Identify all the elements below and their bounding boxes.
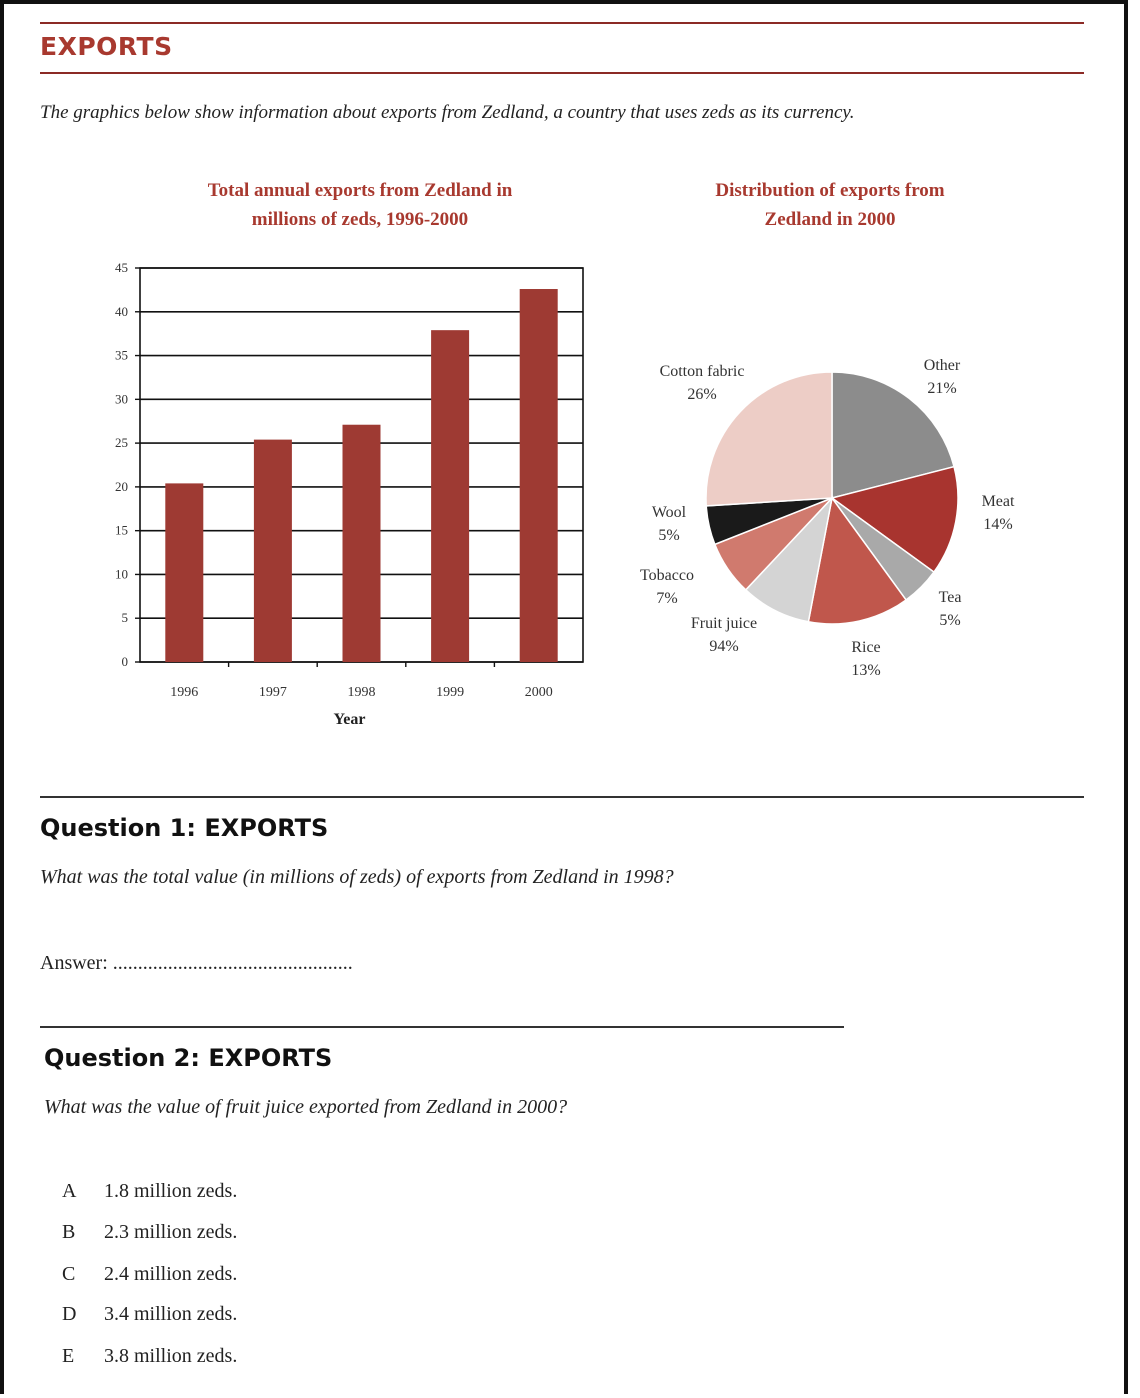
x-tick-label: 1996	[170, 685, 198, 700]
y-tick-label: 35	[115, 348, 128, 363]
q2-option-a[interactable]: A 1.8 million zeds.	[62, 1180, 237, 1203]
option-text: 2.4 million zeds.	[104, 1263, 238, 1285]
bar	[342, 424, 381, 662]
option-letter: C	[62, 1263, 76, 1285]
slice-percent-label: 13%	[851, 662, 880, 679]
option-text: 1.8 million zeds.	[104, 1180, 238, 1202]
bar	[519, 289, 558, 662]
slice-name-label: Wool	[652, 504, 687, 521]
slice-percent-label: 26%	[687, 386, 716, 403]
slice-name-label: Rice	[851, 639, 880, 656]
bar	[431, 330, 470, 662]
q1-rule	[40, 796, 1084, 798]
bar	[165, 483, 204, 662]
q2-rule	[40, 1026, 844, 1028]
q2-title: Question 2: EXPORTS	[44, 1044, 333, 1072]
intro-text: The graphics below show information abou…	[40, 102, 855, 123]
y-tick-label: 0	[122, 654, 129, 669]
q1-title: Question 1: EXPORTS	[40, 814, 329, 842]
y-tick-label: 5	[122, 610, 129, 625]
x-tick-label: 1999	[436, 685, 464, 700]
pie-slice	[705, 371, 833, 507]
option-text: 2.3 million zeds.	[104, 1221, 238, 1243]
y-tick-label: 20	[115, 479, 128, 494]
slice-name-label: Other	[924, 357, 961, 374]
y-tick-label: 10	[115, 566, 128, 581]
slice-name-label: Tea	[939, 589, 962, 606]
q2-option-e[interactable]: E 3.8 million zeds.	[62, 1345, 237, 1368]
option-letter: B	[62, 1221, 76, 1243]
option-text: 3.4 million zeds.	[104, 1303, 238, 1325]
q2-option-b[interactable]: B 2.3 million zeds.	[62, 1221, 237, 1244]
y-tick-label: 25	[115, 435, 128, 450]
slice-name-label: Cotton fabric	[660, 363, 745, 380]
slice-percent-label: 94%	[709, 638, 738, 655]
slice-percent-label: 5%	[939, 612, 960, 629]
pie-chart-title-line2: Zedland in 2000	[764, 209, 896, 230]
y-tick-label: 40	[115, 304, 128, 319]
bar-chart: 0 5 10 15 20 25 30 35 40 45 1996 1997 1998 1999 2000 Ye…	[115, 260, 584, 728]
slice-name-label: Fruit juice	[691, 615, 757, 632]
pie-chart-title-line1: Distribution of exports from	[715, 180, 945, 201]
option-letter: A	[62, 1180, 77, 1202]
pie-slice	[807, 496, 908, 625]
x-tick-label: 1998	[348, 685, 376, 700]
slice-name-label: Meat	[982, 493, 1015, 510]
y-tick-label: 15	[115, 523, 128, 538]
pie-chart: Other 21% Meat 14% Tea 5% Rice 13% Fruit juice 94…	[640, 357, 1015, 679]
slice-percent-label: 7%	[656, 590, 677, 607]
q2-text: What was the value of fruit juice export…	[44, 1096, 568, 1118]
header-rule-top	[40, 22, 1084, 24]
pie-chart-title: Distribution of exports from Zedland in …	[640, 176, 1020, 234]
q2-option-c[interactable]: C 2.4 million zeds.	[62, 1263, 237, 1286]
slice-name-label: Tobacco	[640, 567, 694, 584]
bar-chart-title-line1: Total annual exports from Zedland in	[207, 180, 513, 201]
y-tick-label: 45	[115, 260, 128, 275]
q1-text: What was the total value (in millions of…	[40, 866, 674, 888]
y-tick-label: 30	[115, 391, 128, 406]
slice-percent-label: 5%	[658, 527, 679, 544]
slice-percent-label: 14%	[983, 516, 1012, 533]
option-letter: D	[62, 1303, 77, 1325]
bar	[253, 439, 292, 662]
x-tick-label: 1997	[259, 685, 287, 700]
slice-percent-label: 21%	[927, 380, 956, 397]
pie-slice	[831, 371, 955, 499]
bar-chart-title: Total annual exports from Zedland in mil…	[150, 176, 570, 234]
q1-answer-field[interactable]: Answer: ................................…	[40, 952, 353, 974]
header-rule-bottom	[40, 72, 1084, 74]
option-letter: E	[62, 1345, 75, 1367]
page-title: EXPORTS	[40, 32, 173, 61]
q2-option-d[interactable]: D 3.4 million zeds.	[62, 1303, 237, 1326]
bar-chart-title-line2: millions of zeds, 1996-2000	[251, 209, 469, 230]
option-text: 3.8 million zeds.	[104, 1345, 238, 1367]
x-axis-label: Year	[334, 711, 366, 728]
x-tick-label: 2000	[525, 685, 553, 700]
pie-slice	[830, 465, 959, 574]
